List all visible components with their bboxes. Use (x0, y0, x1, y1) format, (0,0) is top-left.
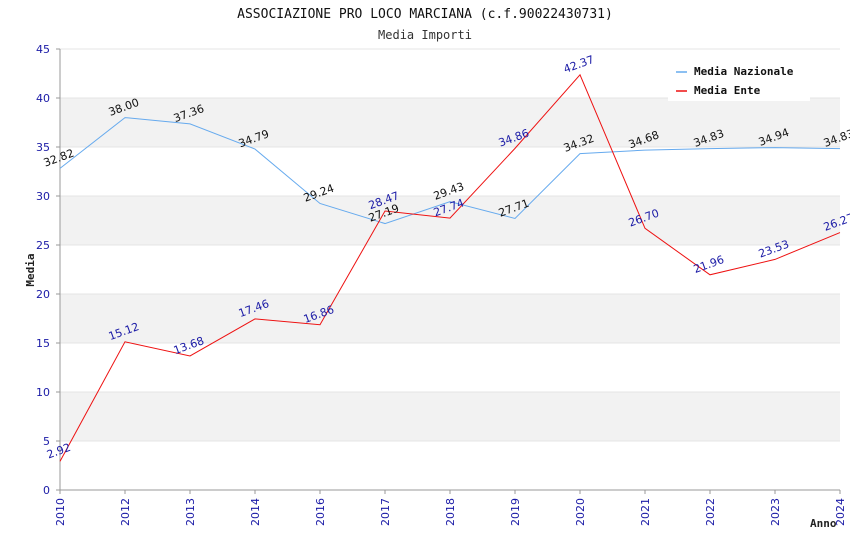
x-tick-label: 2017 (379, 498, 392, 526)
y-axis-label: Media (24, 253, 37, 286)
legend-label-media-ente: Media Ente (694, 84, 761, 97)
y-tick-label: 30 (36, 190, 50, 203)
y-tick-label: 10 (36, 386, 50, 399)
x-tick-label: 2018 (444, 498, 457, 526)
series-lines (59, 73, 841, 462)
x-axis-label: Anno (810, 517, 837, 530)
y-tick-label: 20 (36, 288, 50, 301)
legend-box (668, 60, 810, 101)
series-line-media-nazionale (59, 117, 841, 225)
legend: Media Nazionale Media Ente (668, 60, 810, 101)
series-line-media-ente (59, 73, 841, 462)
grid-band (60, 98, 840, 147)
y-tick-label: 15 (36, 337, 50, 350)
chart-title: ASSOCIAZIONE PRO LOCO MARCIANA (c.f.9002… (237, 7, 613, 22)
y-tick-label: 35 (36, 141, 50, 154)
legend-label-media-nazionale: Media Nazionale (694, 65, 794, 78)
y-tick-label: 5 (43, 435, 50, 448)
x-tick-label: 2023 (769, 498, 782, 526)
x-axis-ticks: 2010 2012 2013 2014 2016 2017 2018 2019 2020 2021… (54, 490, 847, 526)
x-tick-label: 2020 (574, 498, 587, 526)
chart-subtitle: Media Importi (378, 28, 472, 42)
x-tick-label: 2016 (314, 498, 327, 526)
x-tick-label: 2010 (54, 498, 67, 526)
y-tick-label: 45 (36, 43, 50, 56)
x-tick-label: 2014 (249, 498, 262, 526)
y-tick-label: 25 (36, 239, 50, 252)
grid-band (60, 392, 840, 441)
grid-band (60, 196, 840, 245)
x-tick-label: 2012 (119, 498, 132, 526)
x-tick-label: 2024 (834, 498, 847, 526)
x-tick-label: 2021 (639, 498, 652, 526)
x-tick-label: 2022 (704, 498, 717, 526)
data-label-media-ente: 42.37 (562, 53, 596, 76)
grid-bands (60, 98, 840, 441)
grid-band (60, 294, 840, 343)
y-axis-ticks: 0 5 10 15 20 25 30 35 40 45 (36, 43, 60, 497)
y-tick-label: 0 (43, 484, 50, 497)
x-tick-label: 2019 (509, 498, 522, 526)
y-tick-label: 40 (36, 92, 50, 105)
x-tick-label: 2013 (184, 498, 197, 526)
